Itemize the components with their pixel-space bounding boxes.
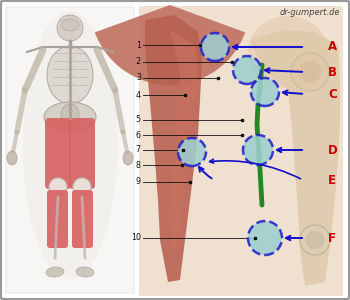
Text: 8: 8 (136, 160, 141, 169)
Text: 4: 4 (136, 91, 141, 100)
Text: 10: 10 (131, 233, 141, 242)
Ellipse shape (123, 151, 133, 165)
Ellipse shape (76, 267, 94, 277)
Ellipse shape (61, 19, 79, 31)
Text: A: A (328, 40, 337, 53)
Circle shape (49, 178, 67, 196)
Ellipse shape (291, 53, 329, 91)
Ellipse shape (44, 102, 96, 132)
Circle shape (178, 138, 206, 166)
Ellipse shape (47, 46, 93, 104)
Text: C: C (328, 88, 337, 100)
Ellipse shape (46, 267, 64, 277)
FancyBboxPatch shape (45, 118, 71, 189)
Text: 3: 3 (136, 74, 141, 82)
Text: dr-gumpert.de: dr-gumpert.de (280, 8, 340, 17)
Ellipse shape (22, 11, 118, 279)
Circle shape (248, 221, 282, 255)
Text: E: E (328, 173, 336, 187)
Text: 7: 7 (136, 146, 141, 154)
Text: D: D (328, 143, 338, 157)
Circle shape (233, 56, 261, 84)
Text: 5: 5 (136, 116, 141, 124)
Circle shape (243, 135, 273, 165)
Text: 2: 2 (136, 58, 141, 67)
Ellipse shape (305, 231, 325, 249)
Text: 6: 6 (136, 130, 141, 140)
FancyBboxPatch shape (72, 190, 93, 248)
FancyBboxPatch shape (139, 6, 343, 296)
Text: B: B (328, 65, 337, 79)
Polygon shape (170, 30, 198, 250)
Circle shape (57, 15, 83, 41)
Ellipse shape (248, 16, 328, 88)
Wedge shape (95, 5, 245, 85)
Polygon shape (250, 30, 340, 286)
Ellipse shape (299, 61, 321, 83)
Ellipse shape (7, 151, 17, 165)
Circle shape (251, 78, 279, 106)
Ellipse shape (300, 225, 330, 255)
FancyBboxPatch shape (6, 7, 134, 293)
FancyBboxPatch shape (69, 118, 95, 189)
Circle shape (201, 33, 229, 61)
Text: 1: 1 (136, 40, 141, 50)
Circle shape (73, 178, 91, 196)
Text: 9: 9 (136, 178, 141, 187)
FancyBboxPatch shape (47, 190, 68, 248)
Polygon shape (145, 15, 202, 282)
Text: F: F (328, 232, 336, 244)
Ellipse shape (61, 104, 79, 126)
